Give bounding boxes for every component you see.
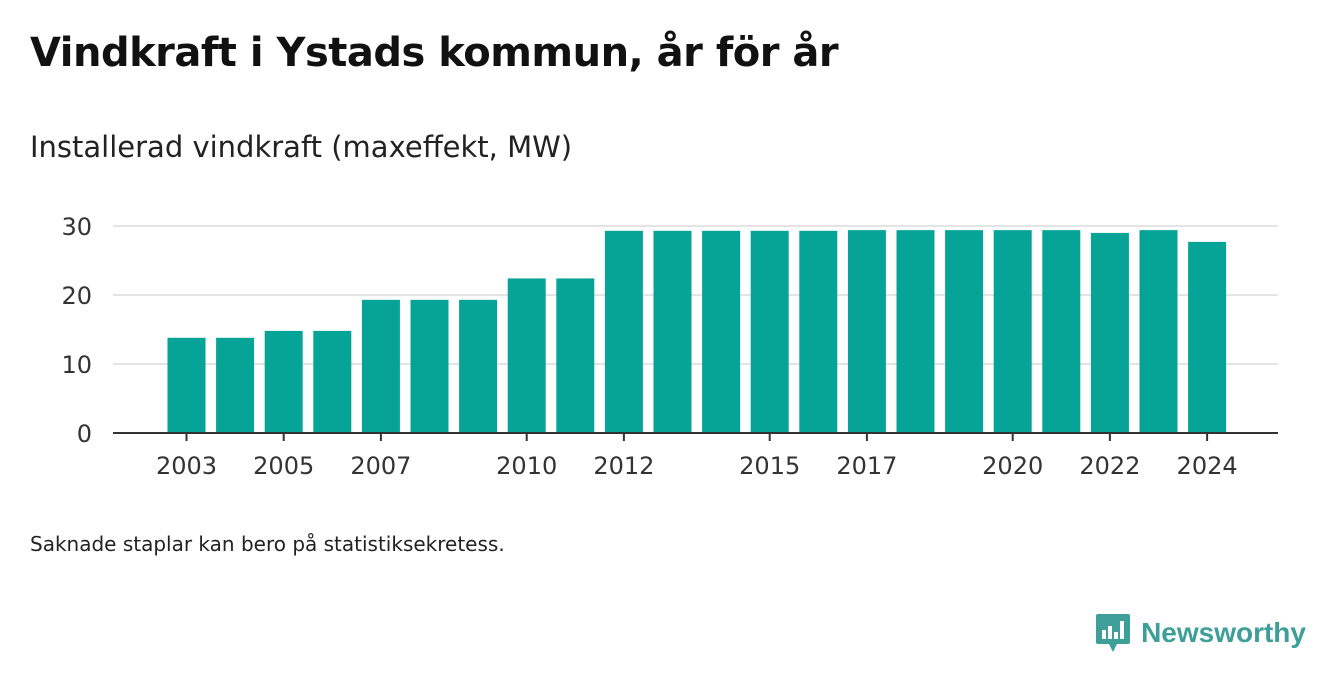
chart-subtitle: Installerad vindkraft (maxeffekt, MW) xyxy=(30,130,573,164)
y-tick-label: 30 xyxy=(61,213,92,241)
bars xyxy=(167,230,1227,433)
bar-2013 xyxy=(653,230,692,433)
x-tick-label: 2015 xyxy=(739,452,800,480)
y-tick-label: 20 xyxy=(61,282,92,310)
brand-name: Newsworthy xyxy=(1141,617,1306,648)
y-tick-label: 10 xyxy=(61,351,92,379)
bar-2016 xyxy=(799,230,838,433)
axes: 0 10 20 30 2003 2005 2007 2010 2012 2015 2017 2020 2… xyxy=(61,213,1278,480)
bar-2015 xyxy=(750,230,789,433)
x-tick-label: 2022 xyxy=(1079,452,1140,480)
bar-2021 xyxy=(1042,230,1081,433)
bar-2007 xyxy=(361,299,400,433)
bar-chart: 0 10 20 30 2003 2005 2007 2010 2012 2015 2017 2020 2… xyxy=(61,213,1278,480)
bar-2010 xyxy=(507,278,546,433)
bar-2006 xyxy=(313,330,352,433)
brand-logo: Newsworthy xyxy=(1095,612,1306,654)
bar-2011 xyxy=(556,278,595,433)
bar-2014 xyxy=(702,230,741,433)
bar-2004 xyxy=(216,337,255,433)
newsworthy-logo-icon xyxy=(1096,614,1131,652)
x-tick-label: 2007 xyxy=(350,452,411,480)
bar-2012 xyxy=(604,230,643,433)
x-tick-label: 2017 xyxy=(836,452,897,480)
bar-2024 xyxy=(1188,241,1227,433)
bar-2003 xyxy=(167,337,206,433)
y-tick-label: 0 xyxy=(77,420,92,448)
bar-2020 xyxy=(993,230,1032,433)
bar-2005 xyxy=(264,330,303,433)
x-tick-label: 2005 xyxy=(253,452,314,480)
bar-2023 xyxy=(1139,230,1178,433)
bar-2018 xyxy=(896,230,935,433)
bar-2008 xyxy=(410,299,449,433)
x-tick-label: 2012 xyxy=(593,452,654,480)
bar-2019 xyxy=(945,230,984,433)
grid-lines xyxy=(113,225,1278,365)
x-tick-label: 2003 xyxy=(156,452,217,480)
footnote: Saknade staplar kan bero på statistiksek… xyxy=(30,532,505,556)
chart-title: Vindkraft i Ystads kommun, år för år xyxy=(30,30,839,76)
bar-2009 xyxy=(459,299,498,433)
x-tick-label: 2010 xyxy=(496,452,557,480)
bar-2022 xyxy=(1090,232,1129,433)
x-tick-label: 2020 xyxy=(982,452,1043,480)
x-tick-label: 2024 xyxy=(1177,452,1238,480)
bar-2017 xyxy=(847,230,886,433)
